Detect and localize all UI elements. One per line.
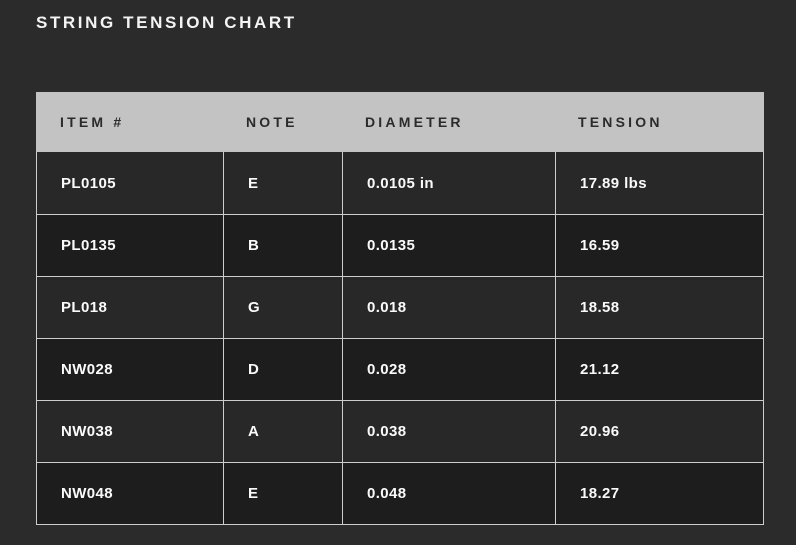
cell-note: D [223,339,342,400]
cell-diameter: 0.0135 [342,215,555,276]
table-row: NW038 A 0.038 20.96 [37,400,763,462]
cell-tension: 20.96 [555,401,763,462]
cell-tension: 18.27 [555,463,763,524]
cell-note: B [223,215,342,276]
cell-diameter: 0.048 [342,463,555,524]
cell-note: E [223,463,342,524]
cell-item: PL0135 [61,237,116,254]
cell-item: NW038 [61,423,114,440]
cell-tension: 16.59 [555,215,763,276]
cell-tension: 17.89 lbs [555,152,763,214]
cell-diameter: 0.038 [342,401,555,462]
table-row: NW048 E 0.048 18.27 [37,462,763,524]
page-title: STRING TENSION CHART [36,13,297,32]
table-header-row: ITEM # NOTE DIAMETER TENSION [36,92,764,152]
table-row: PL0135 B 0.0135 16.59 [37,214,763,276]
column-header-note: NOTE [246,114,298,130]
cell-diameter: 0.0105 in [342,152,555,214]
cell-item: PL0105 [61,174,116,192]
cell-tension: 18.58 [555,277,763,338]
column-header-item: ITEM # [60,114,125,130]
cell-note: A [223,401,342,462]
table-row: NW028 D 0.028 21.12 [37,338,763,400]
cell-item: PL018 [61,299,108,316]
cell-diameter: 0.028 [342,339,555,400]
column-header-tension: TENSION [578,114,663,130]
cell-item: NW048 [61,485,114,502]
cell-note: E [223,152,342,214]
cell-note: G [223,277,342,338]
string-tension-table: ITEM # NOTE DIAMETER TENSION PL0105 E 0.… [36,92,764,525]
cell-diameter: 0.018 [342,277,555,338]
table-body: PL0105 E 0.0105 in 17.89 lbs PL0135 B 0.… [36,152,764,525]
cell-item: NW028 [61,361,114,378]
column-header-diameter: DIAMETER [365,114,464,130]
table-row: PL0105 E 0.0105 in 17.89 lbs [37,152,763,214]
cell-tension: 21.12 [555,339,763,400]
table-row: PL018 G 0.018 18.58 [37,276,763,338]
